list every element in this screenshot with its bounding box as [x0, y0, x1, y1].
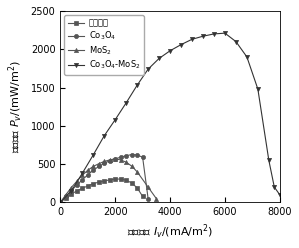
Legend: 空白碳布, Co$_3$O$_4$, MoS$_2$, Co$_3$O$_4$-MoS$_2$: 空白碳布, Co$_3$O$_4$, MoS$_2$, Co$_3$O$_4$-…	[65, 15, 144, 75]
Y-axis label: 功率密度 $P_v$/(mW/m$^2$): 功率密度 $P_v$/(mW/m$^2$)	[7, 60, 25, 153]
X-axis label: 电流密度 $I_v$/(mA/m$^2$): 电流密度 $I_v$/(mA/m$^2$)	[127, 223, 213, 241]
